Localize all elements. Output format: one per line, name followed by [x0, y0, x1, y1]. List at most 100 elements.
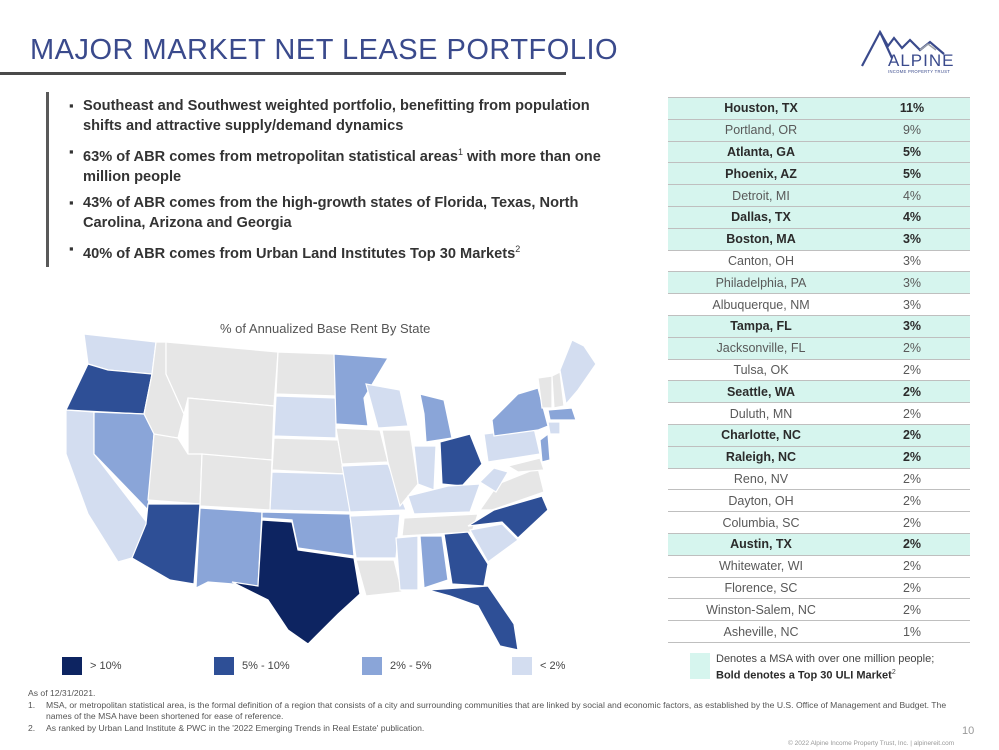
msa-abr-percent: 2% [854, 511, 970, 534]
msa-name: Detroit, MI [668, 184, 854, 207]
msa-name: Tampa, FL [668, 315, 854, 338]
copyright: © 2022 Alpine Income Property Trust, Inc… [788, 740, 955, 747]
msa-abr-percent: 3% [854, 293, 970, 316]
msa-abr-percent: 3% [854, 315, 970, 338]
state-ia [335, 427, 389, 465]
state-co [199, 453, 273, 511]
msa-name: Atlanta, GA [668, 141, 854, 164]
msa-abr-percent: 2% [854, 380, 970, 404]
table-row: Detroit, MI 4% [668, 184, 970, 207]
legend-item-2-5: 2% - 5% [362, 657, 432, 675]
footnote-ref-1: 1 [457, 147, 463, 157]
state-nd [275, 351, 337, 397]
state-ms [395, 535, 419, 591]
legend-item-lt2: < 2% [512, 657, 565, 675]
msa-abr-percent: 2% [854, 489, 970, 513]
state-wy [187, 397, 275, 461]
msa-abr-percent: 2% [854, 359, 970, 382]
table-row: Tulsa, OK 2% [668, 359, 970, 382]
state-me [559, 339, 597, 406]
state-ar [349, 513, 401, 559]
state-ne [271, 437, 345, 475]
table-row: Atlanta, GA 5% [668, 141, 970, 164]
table-row: Florence, SC 2% [668, 577, 970, 600]
highlight-swatch [690, 653, 710, 679]
msa-name: Florence, SC [668, 577, 854, 600]
msa-abr-percent: 2% [854, 555, 970, 578]
logo-text: ALPINE [888, 51, 954, 70]
msa-name: Duluth, MN [668, 402, 854, 425]
msa-abr-percent: 2% [854, 598, 970, 622]
table-row: Tampa, FL 3% [668, 315, 970, 338]
table-row: Charlotte, NC 2% [668, 424, 970, 447]
table-row: Philadelphia, PA 3% [668, 271, 970, 295]
table-row: Jacksonville, FL 2% [668, 337, 970, 360]
msa-abr-percent: 4% [854, 184, 970, 207]
msa-name: Dayton, OH [668, 489, 854, 513]
table-row: Houston, TX 11% [668, 97, 970, 120]
state-nj [539, 432, 551, 463]
state-mn [333, 353, 390, 427]
msa-name: Houston, TX [668, 97, 854, 120]
bullet-weighted-portfolio: Southeast and Southwest weighted portfol… [69, 96, 606, 136]
msa-table: Houston, TX 11% Portland, OR 9% Atlanta, GA 5… [668, 97, 970, 643]
legend-item-5-10: 5% - 10% [214, 657, 290, 675]
title-divider [0, 72, 566, 75]
table-row: Austin, TX 2% [668, 533, 970, 556]
msa-abr-percent: 11% [854, 97, 970, 120]
logo-subtext: INCOME PROPERTY TRUST [888, 69, 950, 74]
msa-name: Philadelphia, PA [668, 271, 854, 295]
footnote-ref-2: 2 [515, 243, 521, 254]
state-tx [231, 519, 361, 645]
state-sd [273, 395, 337, 439]
table-row: Boston, MA 3% [668, 228, 970, 251]
legend-swatch [362, 657, 382, 675]
table-row: Asheville, NC 1% [668, 620, 970, 643]
bullet-msa-abr: 63% of ABR comes from metropolitan stati… [69, 142, 606, 187]
msa-abr-percent: 2% [854, 424, 970, 447]
msa-name: Charlotte, NC [668, 424, 854, 447]
state-ma [547, 407, 577, 421]
table-legend-line1: Denotes a MSA with over one million peop… [716, 653, 935, 665]
state-mo [341, 463, 407, 513]
msa-abr-percent: 5% [854, 141, 970, 164]
msa-name: Tulsa, OK [668, 359, 854, 382]
legend-swatch [214, 657, 234, 675]
msa-abr-percent: 9% [854, 119, 970, 142]
msa-name: Portland, OR [668, 119, 854, 142]
map-legend: > 10% 5% - 10% 2% - 5% < 2% [62, 657, 602, 679]
map-title: % of Annualized Base Rent By State [220, 321, 431, 336]
table-row: Portland, OR 9% [668, 119, 970, 142]
msa-abr-percent: 3% [854, 271, 970, 295]
state-oh [439, 433, 483, 487]
msa-abr-percent: 2% [854, 533, 970, 556]
state-ks [269, 471, 351, 513]
footnotes: As of 12/31/2021. 1. MSA, or metropolita… [28, 688, 948, 734]
msa-name: Seattle, WA [668, 380, 854, 404]
bullet-uli-markets: 40% of ABR comes from Urban Land Institu… [69, 239, 606, 264]
msa-abr-percent: 2% [854, 402, 970, 425]
footnote-2: 2. As ranked by Urban Land Institute & P… [28, 722, 425, 733]
table-row: Winston-Salem, NC 2% [668, 598, 970, 622]
state-fl [427, 585, 519, 651]
msa-name: Canton, OH [668, 250, 854, 273]
bullet-high-growth-states: 43% of ABR comes from the high-growth st… [69, 193, 606, 233]
state-la [355, 559, 403, 597]
msa-abr-percent: 2% [854, 446, 970, 469]
msa-name: Austin, TX [668, 533, 854, 556]
msa-name: Phoenix, AZ [668, 162, 854, 186]
msa-abr-percent: 1% [854, 620, 970, 643]
state-ny [491, 387, 549, 437]
state-ct [547, 421, 561, 435]
msa-abr-percent: 3% [854, 228, 970, 251]
msa-name: Whitewater, WI [668, 555, 854, 578]
state-nh [551, 371, 565, 409]
table-row: Albuquerque, NM 3% [668, 293, 970, 316]
msa-abr-percent: 5% [854, 162, 970, 186]
msa-name: Reno, NV [668, 468, 854, 491]
state-vt [537, 375, 553, 409]
table-row: Reno, NV 2% [668, 468, 970, 491]
msa-abr-percent: 4% [854, 206, 970, 229]
state-il [381, 429, 419, 508]
msa-name: Boston, MA [668, 228, 854, 251]
